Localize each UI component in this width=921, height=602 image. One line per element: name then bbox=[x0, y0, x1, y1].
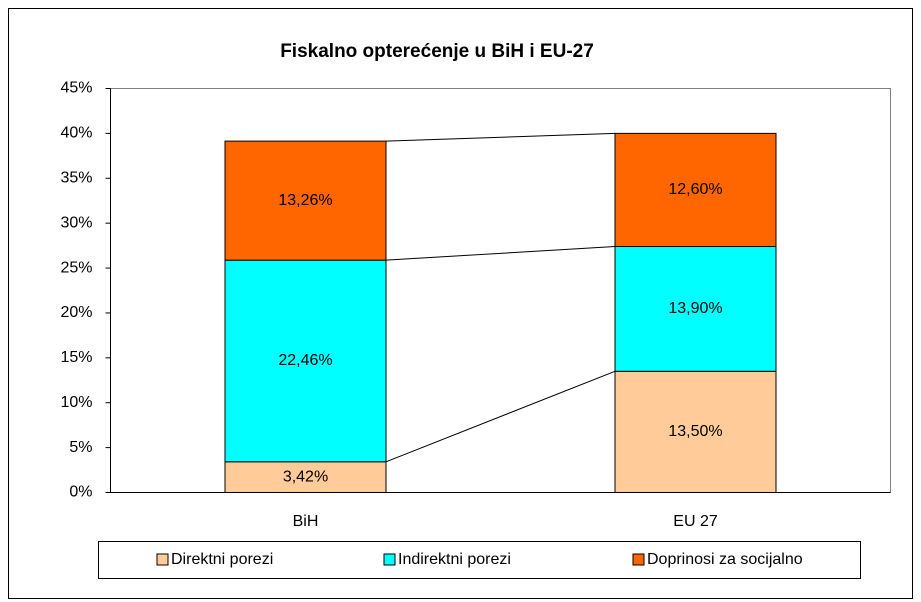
y-tick-label: 0% bbox=[69, 484, 92, 501]
y-tick-label: 25% bbox=[60, 259, 92, 276]
y-tick-label: 10% bbox=[60, 394, 92, 411]
x-tick-label: BiH bbox=[293, 513, 319, 530]
y-tick-label: 5% bbox=[69, 439, 92, 456]
bar-segment bbox=[614, 246, 777, 372]
series-line bbox=[385, 132, 616, 142]
value-label: 3,42% bbox=[283, 468, 328, 485]
value-label: 22,46% bbox=[278, 352, 332, 369]
y-tick-label: 30% bbox=[60, 214, 92, 231]
y-tick-label: 40% bbox=[60, 125, 92, 142]
bar-segment bbox=[224, 140, 387, 261]
series-line bbox=[385, 246, 616, 261]
legend-swatch bbox=[383, 553, 396, 566]
chart-title: Fiskalno opterećenje u BiH i EU-27 bbox=[280, 41, 594, 62]
bar-segment bbox=[224, 259, 387, 463]
value-label: 13,26% bbox=[278, 192, 332, 209]
legend-label: Direktni porezi bbox=[171, 551, 273, 568]
y-tick-label: 45% bbox=[60, 80, 92, 97]
y-tick-label: 35% bbox=[60, 169, 92, 186]
legend-swatch bbox=[156, 553, 169, 566]
bar-segment bbox=[614, 132, 777, 248]
y-tick-label: 15% bbox=[60, 349, 92, 366]
bar-segment bbox=[614, 370, 777, 493]
legend-label: Indirektni porezi bbox=[398, 551, 511, 568]
legend-box bbox=[98, 541, 861, 579]
x-tick-label: EU 27 bbox=[673, 513, 718, 530]
value-label: 13,90% bbox=[668, 300, 722, 317]
value-label: 12,60% bbox=[668, 181, 722, 198]
y-tick-label: 20% bbox=[60, 304, 92, 321]
legend-swatch bbox=[632, 553, 645, 566]
value-label: 13,50% bbox=[668, 423, 722, 440]
legend-label: Doprinosi za socijalno bbox=[647, 551, 803, 568]
series-line bbox=[385, 370, 616, 463]
